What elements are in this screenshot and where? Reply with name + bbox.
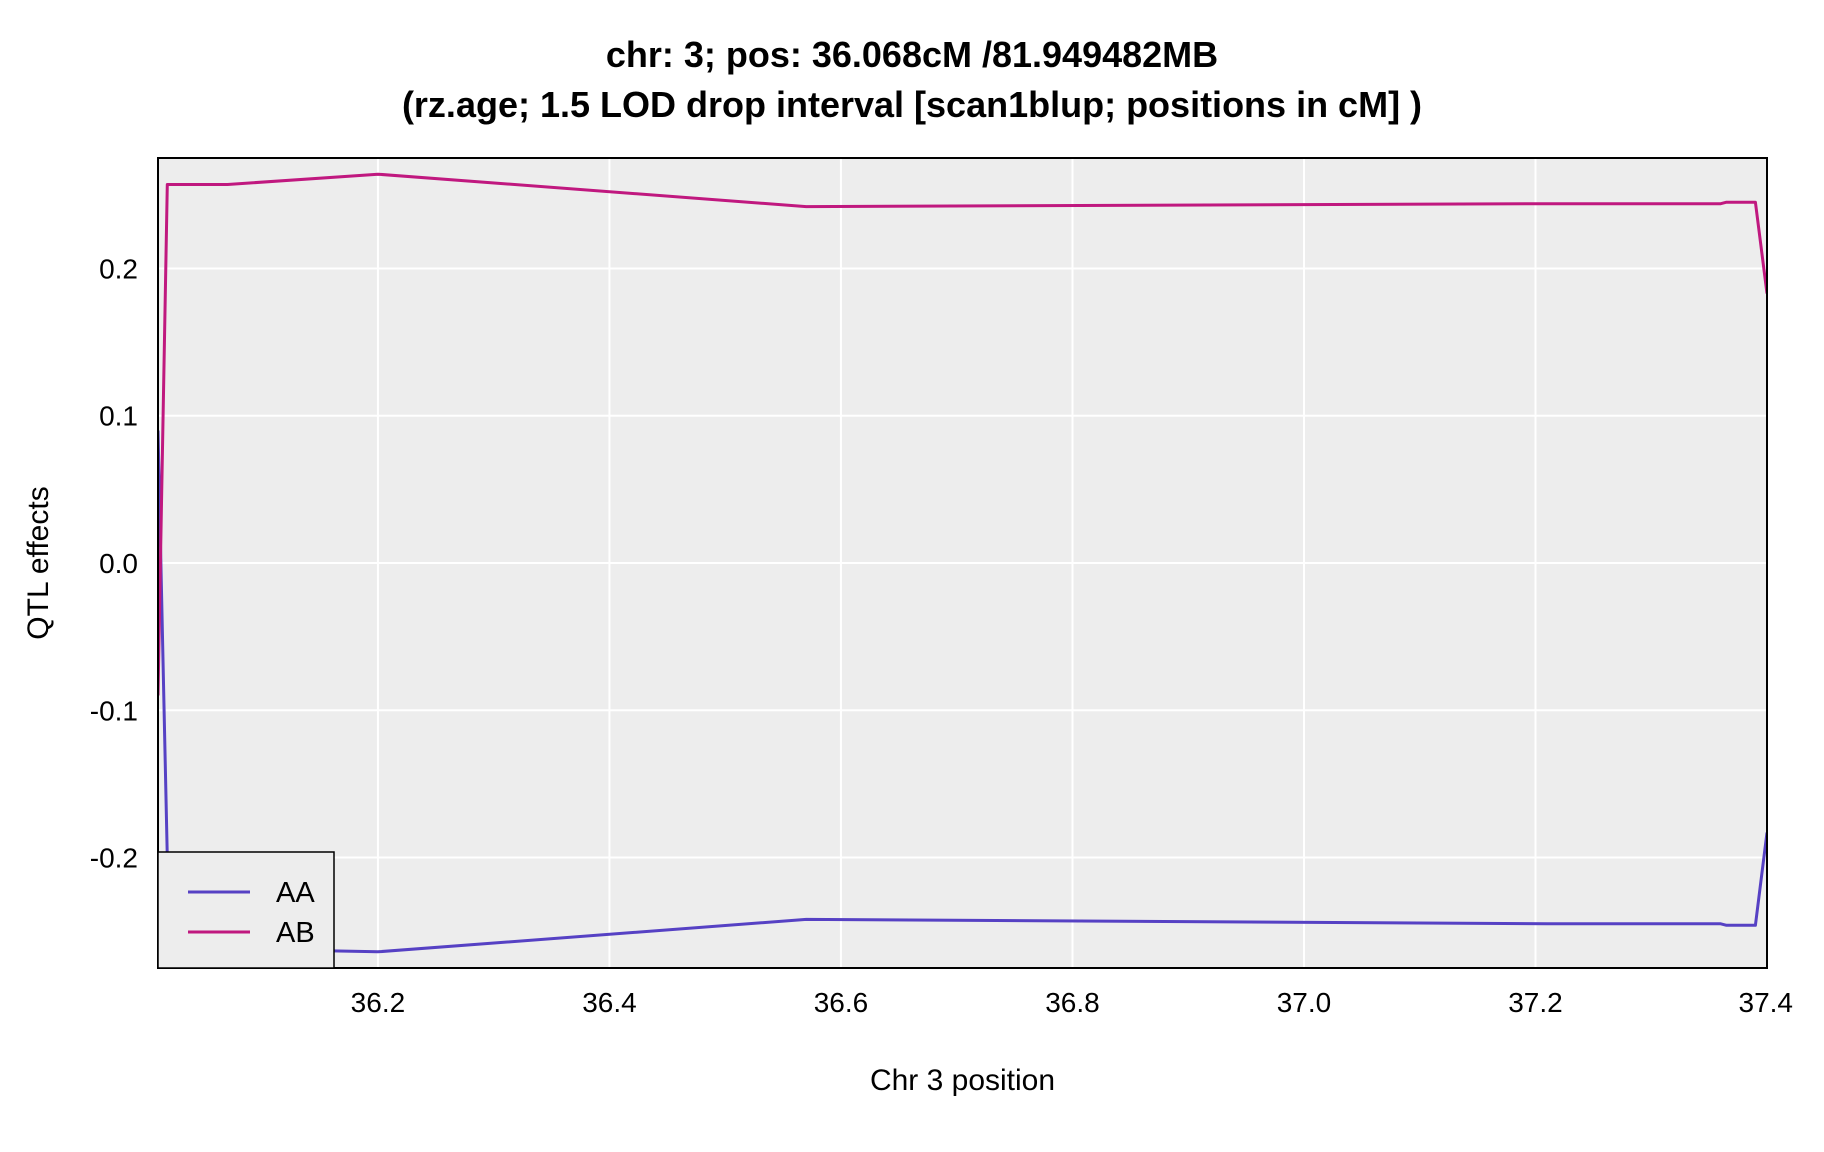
x-tick-label: 36.4 xyxy=(582,987,637,1018)
plot-frame xyxy=(157,157,1768,969)
x-axis-title: Chr 3 position xyxy=(870,1064,1055,1097)
y-tick-label: -0.1 xyxy=(90,695,138,726)
legend-box xyxy=(157,851,335,969)
chart-title: chr: 3; pos: 36.068cM /81.949482MB (rz.a… xyxy=(0,30,1824,130)
y-tick-label: 0.0 xyxy=(99,548,138,579)
legend-label-ab: AB xyxy=(276,917,315,949)
y-tick-label: 0.1 xyxy=(99,401,138,432)
gridlines xyxy=(158,158,1768,968)
x-tick-label: 36.6 xyxy=(814,987,869,1018)
y-axis-ticks: -0.2 -0.1 0.0 0.1 0.2 xyxy=(90,253,138,873)
series-line-ab xyxy=(158,172,1767,696)
x-tick-label: 37.2 xyxy=(1508,987,1563,1018)
y-tick-label: -0.2 xyxy=(90,843,138,874)
y-tick-label: 0.2 xyxy=(99,253,138,284)
x-tick-label: 36.8 xyxy=(1045,987,1100,1018)
x-tick-label: 37.4 xyxy=(1739,987,1794,1018)
legend: AA AB xyxy=(157,851,335,969)
x-tick-label: 37.0 xyxy=(1277,987,1332,1018)
x-axis-ticks: 36.2 36.4 36.6 36.8 37.0 37.2 37.4 xyxy=(351,987,1793,1018)
legend-label-aa: AA xyxy=(276,877,315,909)
x-tick-label: 36.2 xyxy=(351,987,406,1018)
chart-title-line-2: (rz.age; 1.5 LOD drop interval [scan1blu… xyxy=(401,84,1423,125)
y-axis-title: QTL effects xyxy=(22,486,55,639)
chart-title-line-1: chr: 3; pos: 36.068cM /81.949482MB xyxy=(605,34,1219,75)
